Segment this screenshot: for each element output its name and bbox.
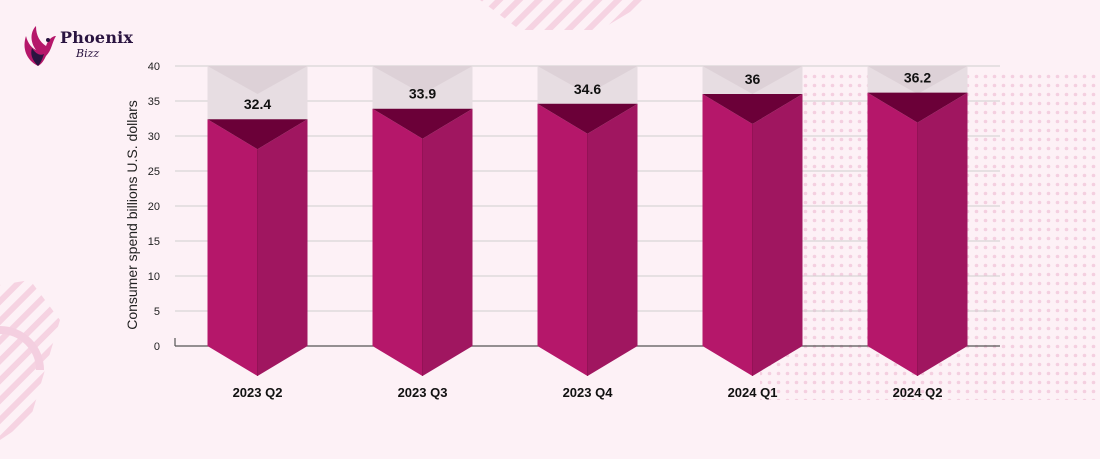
brand-logo: Phoenix Bizz — [18, 20, 133, 70]
brand-name: Phoenix — [60, 28, 134, 47]
y-tick-label: 20 — [148, 201, 160, 213]
category-label: 2023 Q2 — [233, 385, 283, 400]
y-tick-label: 25 — [148, 166, 160, 178]
bars — [207, 66, 968, 377]
bar-right-face — [587, 103, 638, 377]
stripe-decoration-left — [0, 280, 60, 440]
bar-capacity-fold — [702, 66, 803, 94]
bar-group — [207, 66, 308, 376]
category-label: 2024 Q1 — [728, 385, 778, 400]
bar-capacity-fold — [207, 66, 308, 94]
bar-right-face — [917, 92, 968, 376]
y-tick-label: 15 — [148, 236, 160, 248]
bar-top — [867, 92, 968, 123]
bar-top — [537, 103, 638, 134]
circle-outline-decoration — [0, 326, 44, 371]
y-axis-title: Consumer spend billions U.S. dollars — [124, 100, 140, 330]
data-label: 33.9 — [409, 86, 436, 102]
bar-left-face — [207, 119, 258, 376]
data-label: 32.4 — [244, 96, 271, 112]
bar-right-face — [257, 119, 308, 376]
bar-capacity-fold — [372, 66, 473, 94]
bar-top — [372, 108, 473, 139]
y-tick-label: 5 — [154, 306, 160, 318]
bar-group — [372, 66, 473, 376]
y-tick-label: 40 — [148, 61, 160, 73]
phoenix-bird-icon — [24, 26, 56, 66]
bar-right-face — [422, 108, 473, 376]
data-label: 36.2 — [904, 70, 931, 86]
y-tick-label: 10 — [148, 271, 160, 283]
bar-group — [702, 66, 803, 376]
bar-left-face — [537, 103, 588, 377]
bar-capacity-fold — [537, 66, 638, 94]
category-labels: 2023 Q2 2023 Q3 2023 Q4 2024 Q1 2024 Q2 — [233, 385, 943, 400]
stripe-decoration-top — [480, 0, 650, 30]
bar-left-face — [867, 92, 918, 376]
bar-left-face — [702, 94, 753, 376]
y-axis-ticks: 0 5 10 15 20 25 30 35 40 — [148, 61, 160, 353]
category-label: 2023 Q3 — [398, 385, 448, 400]
category-label: 2023 Q4 — [563, 385, 614, 400]
bar-right-face — [752, 94, 803, 376]
bar-group — [867, 66, 968, 376]
y-tick-label: 30 — [148, 131, 160, 143]
bar-left-face — [372, 108, 423, 376]
bar-top — [207, 119, 308, 150]
data-labels: 32.4 33.9 34.6 36 36.2 — [244, 70, 931, 113]
bar-capacity-fold — [867, 66, 968, 94]
brand-sub: Bizz — [76, 47, 100, 60]
bar-top — [702, 94, 803, 124]
data-label: 36 — [745, 71, 761, 87]
category-label: 2024 Q2 — [893, 385, 943, 400]
data-label: 34.6 — [574, 81, 601, 97]
bar-group — [537, 66, 638, 377]
y-tick-label: 35 — [148, 96, 160, 108]
y-tick-label: 0 — [154, 341, 160, 353]
